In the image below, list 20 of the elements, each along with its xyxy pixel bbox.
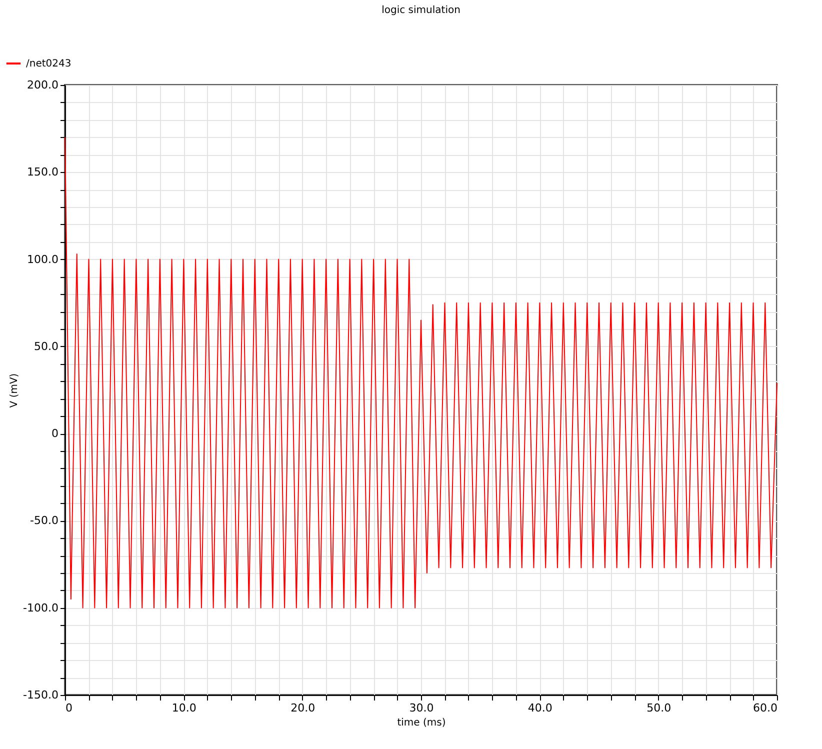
x-axis-title: time (ms) [397,718,446,728]
x-tick-label: 10.0 [172,702,196,714]
y-tick-label: 150.0 [27,166,58,179]
y-axis-title: V (mV) [9,373,20,408]
y-tick-label: -100.0 [23,601,58,614]
y-tick-label: 100.0 [27,252,58,266]
legend-label: /net0243 [26,58,72,70]
x-tick-label: 30.0 [409,702,434,714]
chart-title: logic simulation [382,5,460,16]
x-tick-label: 60.0 [753,702,778,714]
y-tick-label: 200.0 [27,78,58,92]
x-tick-label: 0 [66,702,72,714]
x-tick-label: 40.0 [528,702,552,714]
y-tick-label: 0 [52,427,58,440]
x-tick-label: 20.0 [290,702,316,714]
y-tick-label: -50.0 [30,514,58,528]
x-tick-label: 50.0 [646,702,672,714]
y-tick-label: 50.0 [34,340,58,353]
line-series [64,136,778,608]
y-tick-label: -150.0 [23,688,58,702]
